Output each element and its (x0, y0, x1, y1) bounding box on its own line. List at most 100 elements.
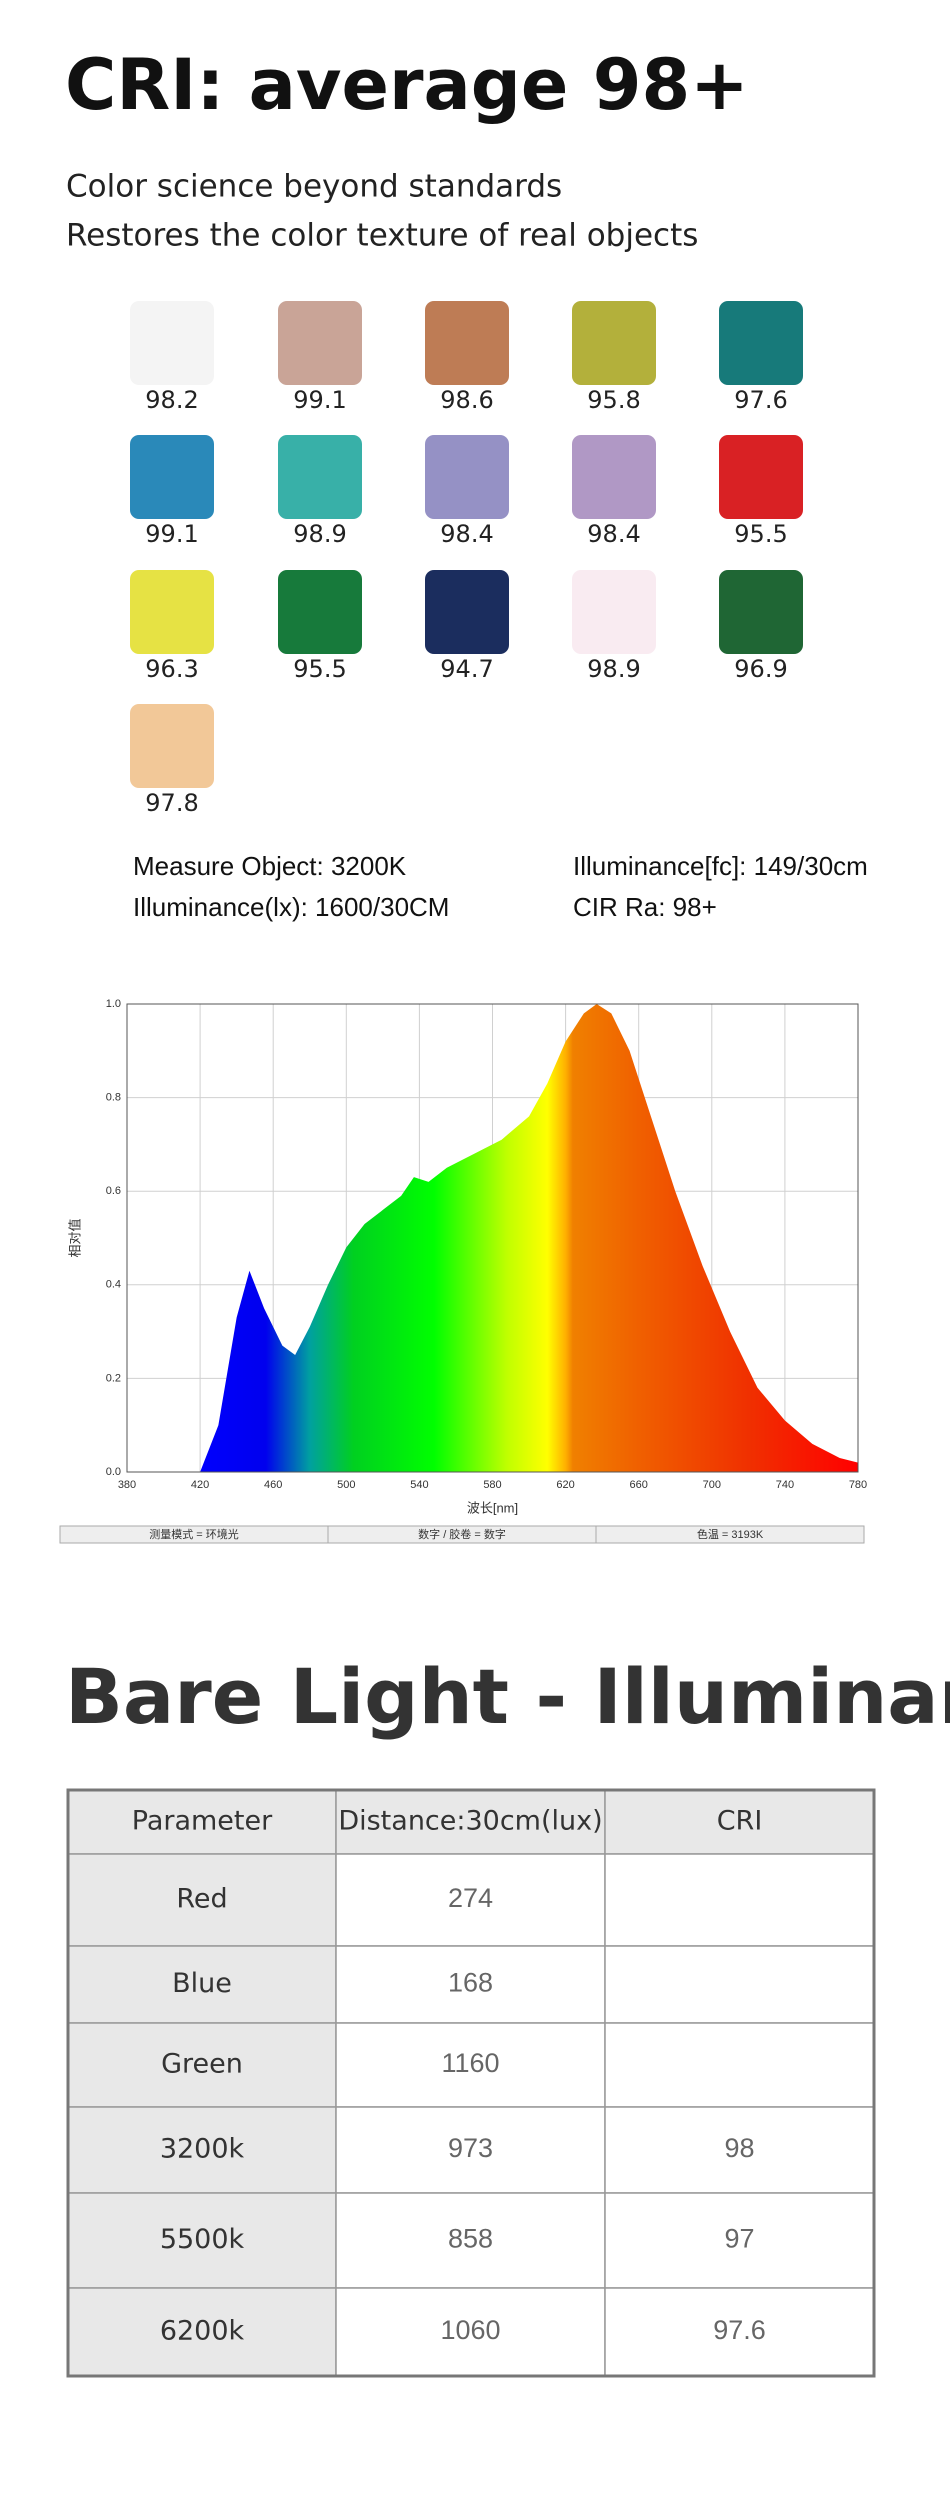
table-cell (335, 2106, 606, 2194)
table-cell (67, 1945, 337, 2024)
table-cell-text: 1060 (440, 2315, 500, 2345)
x-tick-label: 380 (118, 1479, 136, 1491)
table-cell-text: Green (161, 2049, 243, 2080)
color-swatch (425, 570, 509, 654)
color-swatch (719, 570, 803, 654)
color-swatch (719, 301, 803, 385)
cri-value: 97.8 (145, 789, 198, 817)
table-border (66, 1788, 876, 2378)
measurement: CIR Ra: 98+ (573, 892, 717, 922)
table-cell-text: 5500k (160, 2224, 245, 2255)
table-cell (335, 2192, 606, 2289)
section-title: Bare Light - Illuminance (65, 1652, 950, 1741)
cri-value: 96.3 (145, 655, 198, 683)
color-swatch (572, 435, 656, 519)
table-cell (67, 2287, 337, 2377)
cri-value: 98.4 (587, 520, 640, 548)
status-text: 色温 = 3193K (697, 1527, 764, 1541)
measurement: Measure Object: 3200K (133, 851, 407, 881)
color-swatch (425, 435, 509, 519)
table-cell (335, 2022, 606, 2108)
measurement: Illuminance[fc]: 149/30cm (573, 851, 868, 881)
cri-value: 96.9 (734, 655, 787, 683)
x-tick-label: 620 (556, 1479, 574, 1491)
color-swatch (278, 301, 362, 385)
cri-value: 95.8 (587, 386, 640, 414)
color-swatch (719, 435, 803, 519)
table-cell-text: 168 (448, 1968, 493, 1998)
y-tick-label: 0.0 (106, 1466, 121, 1478)
y-tick-label: 1.0 (106, 998, 121, 1010)
table-cell-text: 97.6 (713, 2315, 766, 2345)
color-swatch (130, 435, 214, 519)
color-swatch (130, 570, 214, 654)
table-cell (604, 2022, 875, 2108)
table-cell (335, 2287, 606, 2377)
color-swatch (425, 301, 509, 385)
table-cell (604, 1945, 875, 2024)
table-cell (335, 1853, 606, 1947)
status-text: 数字 / 胶卷 = 数字 (418, 1527, 506, 1541)
table-cell (67, 2022, 337, 2108)
table-cell-text: Blue (172, 1968, 232, 1999)
y-tick-label: 0.4 (106, 1279, 121, 1291)
y-axis-label: 相对值 (67, 1218, 82, 1257)
cri-value: 94.7 (440, 655, 493, 683)
cri-value: 97.6 (734, 386, 787, 414)
cri-value: 95.5 (293, 655, 346, 683)
table-header: Parameter (132, 1806, 273, 1837)
x-tick-label: 700 (703, 1479, 721, 1491)
table-cell (604, 1853, 875, 1947)
subtitle: Restores the color texture of real objec… (66, 218, 698, 254)
table-cell-text: 1160 (441, 2048, 499, 2078)
table-cell (335, 1945, 606, 2024)
color-swatch (278, 570, 362, 654)
table-cell-text: 858 (448, 2224, 493, 2254)
x-tick-label: 420 (191, 1479, 209, 1491)
status-cell (595, 1525, 865, 1544)
measurement: Illuminance(lx): 1600/30CM (133, 892, 449, 922)
y-tick-label: 0.2 (106, 1372, 121, 1384)
x-tick-label: 740 (776, 1479, 794, 1491)
page-title: CRI: average 98+ (65, 44, 749, 126)
cri-value: 99.1 (145, 520, 198, 548)
cri-value: 98.9 (293, 520, 346, 548)
x-tick-label: 460 (264, 1479, 282, 1491)
table-cell-text: Red (176, 1884, 227, 1915)
cri-value: 95.5 (734, 520, 787, 548)
status-text: 测量模式 = 环境光 (149, 1527, 239, 1541)
color-swatch (278, 435, 362, 519)
cri-value: 98.9 (587, 655, 640, 683)
x-tick-label: 580 (483, 1479, 501, 1491)
table-cell-text: 3200k (160, 2134, 245, 2165)
table-header: Distance:30cm(lux) (338, 1806, 602, 1837)
table-cell (604, 2106, 875, 2194)
table-header: CRI (717, 1806, 763, 1837)
table-cell (67, 1853, 337, 1947)
y-tick-label: 0.6 (106, 1185, 121, 1197)
spectrum-area (200, 1004, 859, 1472)
color-swatch (130, 704, 214, 788)
table-cell-text: 274 (448, 1883, 493, 1913)
x-tick-label: 780 (849, 1479, 867, 1491)
x-tick-label: 500 (337, 1479, 355, 1491)
y-tick-label: 0.8 (106, 1092, 121, 1104)
x-axis-label: 波长[nm] (467, 1500, 518, 1515)
table-cell-text: 97 (724, 2224, 754, 2254)
table-cell-text: 98 (724, 2133, 754, 2163)
cri-value: 98.2 (145, 386, 198, 414)
table-cell-text: 6200k (160, 2316, 245, 2347)
color-swatch (130, 301, 214, 385)
color-swatch (572, 301, 656, 385)
table-cell-text: 973 (448, 2133, 493, 2163)
color-swatch (572, 570, 656, 654)
x-tick-label: 660 (630, 1479, 648, 1491)
table-cell (67, 2106, 337, 2194)
table-cell (604, 2192, 875, 2289)
table-cell (604, 1789, 875, 1855)
table-cell (335, 1789, 606, 1855)
cri-value: 98.4 (440, 520, 493, 548)
x-tick-label: 540 (410, 1479, 428, 1491)
